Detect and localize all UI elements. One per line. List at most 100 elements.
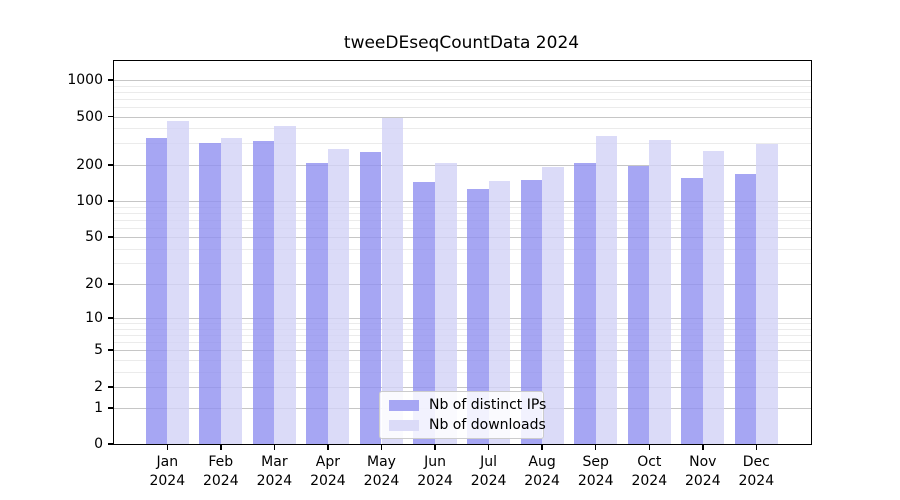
x-label-year: 2024 [149,473,186,489]
bar-nb-of-distinct-ips-jun [413,182,435,444]
bar-nb-of-distinct-ips-mar [252,141,275,444]
x-axis-tick [755,444,758,450]
y-axis-tick-label: 5 [94,342,103,359]
y-axis-tick-label: 10 [85,310,103,327]
x-axis-tick [594,444,597,450]
x-label-year: 2024 [738,473,775,489]
y-axis-tick [108,386,114,388]
bar-nb-of-downloads-oct [649,140,671,444]
x-axis-tick [702,444,704,450]
gridline-minor [114,91,811,93]
x-label-month: Apr [315,454,340,470]
x-axis-tick-label: Sep 2024 [564,453,628,491]
x-axis-tick-label: Apr 2024 [296,453,360,491]
legend-entry: Nb of downloads [389,417,546,433]
bar-nb-of-distinct-ips-jul [467,188,489,444]
y-axis-tick-label: 0 [94,436,103,452]
x-label-month: Jun [424,454,447,470]
y-axis-tick [108,200,114,202]
x-label-month: Nov [689,454,717,470]
y-axis-tick-label: 1000 [67,72,103,88]
bar-nb-of-downloads-nov [702,151,725,444]
gridline-major [114,80,811,81]
x-label-month: Dec [742,454,770,470]
y-axis-tick [108,349,114,351]
x-label-year: 2024 [363,473,400,489]
y-axis-tick-label: 2 [94,378,103,395]
bar-nb-of-distinct-ips-may [359,151,382,444]
y-axis-tick-label: 200 [76,156,103,173]
x-axis-tick [273,444,276,450]
x-axis-tick [327,444,329,450]
bar-nb-of-distinct-ips-dec [734,173,757,444]
bar-nb-of-downloads-feb [220,137,243,444]
gridline-minor [114,106,811,108]
x-label-year: 2024 [417,473,453,489]
chart-title: tweeDEseqCountData 2024 [343,33,580,53]
y-axis-tick-label: 1 [94,400,103,417]
x-axis-tick [220,444,222,450]
legend-swatch [389,419,419,431]
x-label-month: Mar [261,454,288,470]
bar-nb-of-distinct-ips-sep [574,162,596,444]
bar-nb-of-downloads-may [381,117,404,444]
y-axis-tick-label: 20 [85,276,103,292]
gridline-major [114,116,811,118]
x-label-month: Aug [528,454,556,470]
legend-label: Nb of distinct IPs [429,397,547,413]
x-label-month: Feb [208,454,234,470]
x-axis-tick [166,444,168,450]
y-axis-tick-label: 500 [76,108,103,125]
x-label-month: Sep [582,454,609,470]
bar-nb-of-downloads-sep [595,135,618,444]
bar-nb-of-downloads-dec [756,143,778,444]
x-axis-tick [434,444,436,450]
x-axis-tick-label: Nov 2024 [671,453,735,491]
y-axis-tick-label: 100 [76,193,103,210]
bar-nb-of-downloads-jun [435,163,457,444]
x-axis-tick [487,444,490,450]
bar-nb-of-distinct-ips-oct [627,166,650,444]
x-label-year: 2024 [524,473,560,489]
legend-label: Nb of downloads [429,417,546,433]
bar-nb-of-downloads-jan [167,121,189,444]
x-label-year: 2024 [631,473,668,489]
x-label-month: May [367,454,396,470]
legend-swatch [389,399,419,411]
x-axis-tick-label: Feb 2024 [189,453,253,491]
x-label-month: Jan [156,454,179,470]
y-axis-tick [108,407,114,409]
x-axis-tick-label: Jun 2024 [403,453,467,491]
x-axis-tick [541,444,543,450]
x-axis-tick-label: Jan 2024 [135,453,199,491]
legend: Nb of distinct IPs Nb of downloads [379,391,546,439]
bar-nb-of-distinct-ips-aug [520,180,543,444]
x-label-year: 2024 [577,473,614,489]
y-axis-tick [108,79,114,81]
x-label-month: Jul [480,454,498,470]
x-axis-tick-label: Oct 2024 [617,453,681,491]
y-axis-tick [108,283,114,285]
y-axis-tick [108,164,114,166]
x-axis-tick [648,444,650,450]
x-axis-tick-label: May 2024 [350,453,414,491]
x-label-year: 2024 [684,473,721,489]
bar-nb-of-distinct-ips-apr [306,162,328,444]
x-label-year: 2024 [256,473,293,489]
y-axis-tick [108,236,114,238]
bar-nb-of-distinct-ips-feb [199,143,221,444]
x-label-month: Oct [637,454,662,470]
legend-entry: Nb of distinct IPs [389,397,546,413]
plot-area: 0 1 2 5 10 20 50 100 200 500 1000 Jan 2024 Feb 2024 Mar… [67,60,812,489]
x-axis-tick-label: Mar 2024 [242,453,306,491]
bar-nb-of-downloads-apr [327,148,350,444]
x-axis-tick-label: Dec 2024 [724,453,788,491]
y-axis-tick [108,317,114,319]
gridline-minor [114,85,811,87]
y-axis-tick-label: 50 [85,229,103,246]
bar-nb-of-downloads-aug [542,167,564,444]
bar-nb-of-distinct-ips-nov [681,177,703,444]
gridline-minor [114,128,811,130]
bar-nb-of-downloads-jul [488,180,511,444]
